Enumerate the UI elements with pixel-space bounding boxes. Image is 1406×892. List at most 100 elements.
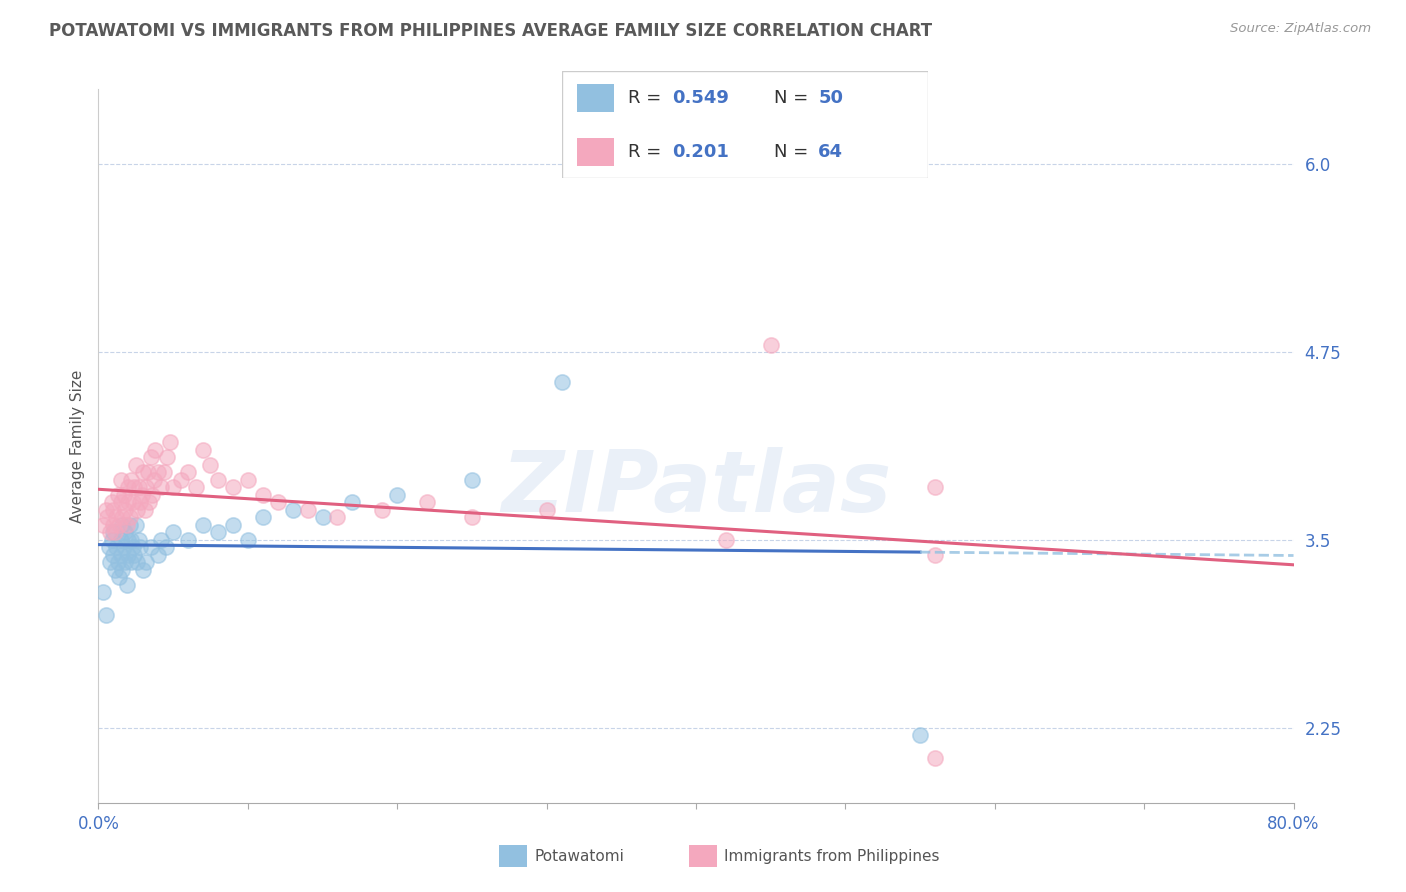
- Point: [136, 465, 159, 479]
- Point: [110, 473, 132, 487]
- Point: [142, 473, 165, 487]
- Y-axis label: Average Family Size: Average Family Size: [69, 369, 84, 523]
- Point: [169, 473, 191, 487]
- Point: [908, 728, 931, 742]
- Point: [98, 525, 122, 540]
- Point: [924, 480, 946, 494]
- Point: [150, 533, 173, 547]
- Text: POTAWATOMI VS IMMIGRANTS FROM PHILIPPINES AVERAGE FAMILY SIZE CORRELATION CHART: POTAWATOMI VS IMMIGRANTS FROM PHILIPPINE…: [49, 22, 932, 40]
- Point: [134, 503, 156, 517]
- Point: [342, 495, 364, 509]
- Point: [222, 480, 245, 494]
- Point: [110, 548, 132, 562]
- Point: [121, 541, 143, 555]
- Point: [104, 525, 127, 540]
- Point: [131, 488, 153, 502]
- Point: [139, 541, 162, 555]
- Point: [159, 435, 181, 450]
- FancyBboxPatch shape: [562, 71, 928, 178]
- Text: 64: 64: [818, 143, 844, 161]
- Point: [125, 458, 148, 472]
- Point: [326, 510, 349, 524]
- Point: [101, 495, 124, 509]
- Point: [156, 450, 179, 465]
- Point: [236, 533, 259, 547]
- Point: [111, 563, 134, 577]
- Point: [103, 525, 125, 540]
- Point: [385, 488, 409, 502]
- Point: [236, 473, 259, 487]
- Point: [105, 541, 128, 555]
- Point: [110, 533, 132, 547]
- Point: [191, 517, 214, 532]
- Point: [103, 517, 125, 532]
- Point: [416, 495, 439, 509]
- Point: [97, 541, 120, 555]
- Point: [91, 585, 114, 599]
- Point: [117, 548, 139, 562]
- Point: [103, 548, 125, 562]
- Point: [94, 607, 117, 622]
- Point: [121, 495, 143, 509]
- Point: [117, 533, 139, 547]
- Point: [148, 548, 170, 562]
- Point: [252, 510, 274, 524]
- Point: [162, 525, 184, 540]
- Point: [281, 503, 304, 517]
- Point: [105, 510, 128, 524]
- Point: [124, 480, 146, 494]
- Point: [177, 533, 200, 547]
- Point: [96, 510, 118, 524]
- Point: [107, 556, 129, 570]
- Point: [311, 510, 333, 524]
- Point: [94, 503, 117, 517]
- Point: [108, 570, 131, 584]
- Point: [371, 503, 394, 517]
- Text: R =: R =: [628, 143, 661, 161]
- Point: [117, 495, 139, 509]
- Point: [120, 533, 142, 547]
- Point: [150, 480, 173, 494]
- Point: [135, 556, 157, 570]
- Text: ZIPatlas: ZIPatlas: [501, 447, 891, 531]
- Point: [222, 517, 245, 532]
- Point: [461, 473, 484, 487]
- Point: [461, 510, 484, 524]
- Text: R =: R =: [628, 89, 661, 107]
- Point: [127, 503, 149, 517]
- Point: [129, 541, 152, 555]
- Point: [111, 517, 134, 532]
- Point: [128, 533, 150, 547]
- Point: [101, 533, 124, 547]
- Text: N =: N =: [775, 89, 808, 107]
- Point: [127, 556, 149, 570]
- Text: 50: 50: [818, 89, 844, 107]
- Point: [112, 488, 135, 502]
- Point: [135, 480, 157, 494]
- Point: [207, 525, 229, 540]
- FancyBboxPatch shape: [576, 84, 613, 112]
- Point: [132, 563, 155, 577]
- Point: [103, 503, 125, 517]
- Point: [112, 541, 135, 555]
- Point: [267, 495, 290, 509]
- Point: [924, 548, 946, 562]
- Point: [191, 442, 214, 457]
- Point: [111, 510, 134, 524]
- Point: [714, 533, 737, 547]
- Text: 0.201: 0.201: [672, 143, 728, 161]
- Point: [924, 750, 946, 764]
- Text: Potawatomi: Potawatomi: [534, 849, 624, 863]
- Point: [252, 488, 274, 502]
- Text: 0.549: 0.549: [672, 89, 728, 107]
- Point: [550, 375, 572, 389]
- Point: [143, 442, 166, 457]
- Point: [132, 465, 155, 479]
- Point: [200, 458, 222, 472]
- Point: [114, 525, 136, 540]
- Point: [91, 517, 114, 532]
- Point: [120, 556, 142, 570]
- Point: [155, 541, 177, 555]
- Point: [129, 495, 152, 509]
- Point: [118, 517, 141, 532]
